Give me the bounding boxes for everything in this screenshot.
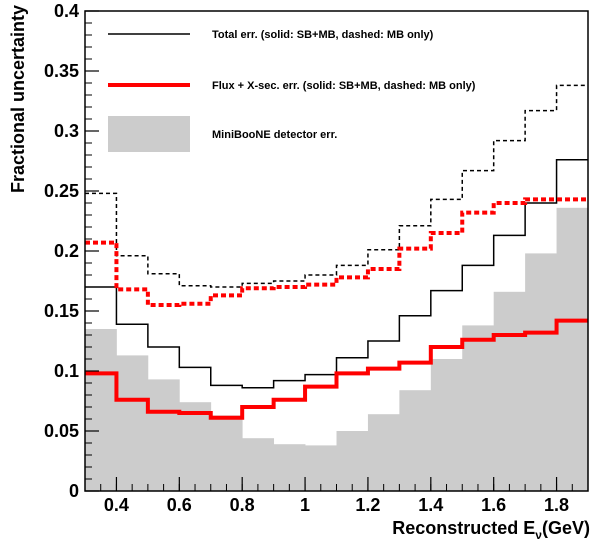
detector-err-bar	[556, 207, 589, 492]
x-axis-title-subscript: ν	[535, 528, 542, 541]
x-axis-title-unit: (GeV)	[542, 518, 590, 538]
legend-swatch-detector-err	[108, 116, 190, 152]
axis-ticks	[84, 10, 589, 492]
detector-err-bar	[399, 390, 432, 491]
series-line-4	[85, 197, 588, 307]
detector-err-bar	[367, 414, 400, 491]
y-tick-label: 0.05	[44, 421, 79, 441]
y-axis-title: Fractional uncertainty	[8, 5, 28, 193]
detector-err-bar	[305, 445, 337, 491]
error-step-lines	[85, 84, 588, 420]
detector-err-bar	[116, 355, 149, 491]
y-tick-label: 0.2	[54, 241, 79, 261]
x-axis-title-main: Reconstructed E	[392, 518, 535, 538]
x-tick-labels: 0.4 0.6 0.8 1 1.2 1.4 1.6 1.8	[104, 495, 569, 515]
legend-label-total-err: Total err. (solid: SB+MB, dashed: MB onl…	[212, 29, 434, 41]
x-tick-label: 1.8	[544, 495, 569, 515]
detector-err-bar	[210, 415, 243, 491]
detector-err-bar	[430, 359, 463, 491]
detector-err-bar	[242, 438, 275, 491]
y-tick-label: 0.1	[54, 361, 79, 381]
series-line-2	[85, 84, 588, 288]
y-tick-labels: 0 0.05 0.1 0.15 0.2 0.25 0.3 0.35 0.4	[44, 1, 79, 501]
detector-err-bar	[336, 431, 369, 491]
series-line-1	[85, 159, 588, 389]
y-tick-label: 0.15	[44, 301, 79, 321]
x-axis-title: Reconstructed Eν(GeV)	[392, 518, 590, 541]
detector-err-bar	[493, 291, 526, 491]
y-tick-label: 0.25	[44, 181, 79, 201]
series-line-3	[85, 318, 588, 420]
detector-err-bar	[273, 444, 306, 491]
x-tick-label: 1	[300, 495, 310, 515]
y-tick-label: 0	[69, 481, 79, 501]
detector-err-bar	[85, 329, 117, 491]
detector-err-bar	[462, 325, 495, 491]
legend-label-flux-xsec-err: Flux + X-sec. err. (solid: SB+MB, dashed…	[212, 80, 476, 92]
y-tick-label: 0.4	[54, 1, 79, 21]
x-tick-label: 0.8	[230, 495, 255, 515]
x-tick-label: 1.2	[355, 495, 380, 515]
detector-err-bar	[147, 379, 180, 491]
legend: Total err. (solid: SB+MB, dashed: MB onl…	[108, 29, 476, 152]
detector-error-histogram	[85, 207, 589, 492]
x-tick-label: 1.4	[418, 495, 443, 515]
y-tick-label: 0.35	[44, 61, 79, 81]
legend-label-detector-err: MiniBooNE detector err.	[212, 129, 337, 141]
x-tick-label: 0.6	[167, 495, 192, 515]
detector-err-bar	[525, 253, 557, 491]
x-tick-label: 1.6	[481, 495, 506, 515]
detector-err-bar	[179, 402, 212, 491]
y-tick-label: 0.3	[54, 121, 79, 141]
x-tick-label: 0.4	[104, 495, 129, 515]
